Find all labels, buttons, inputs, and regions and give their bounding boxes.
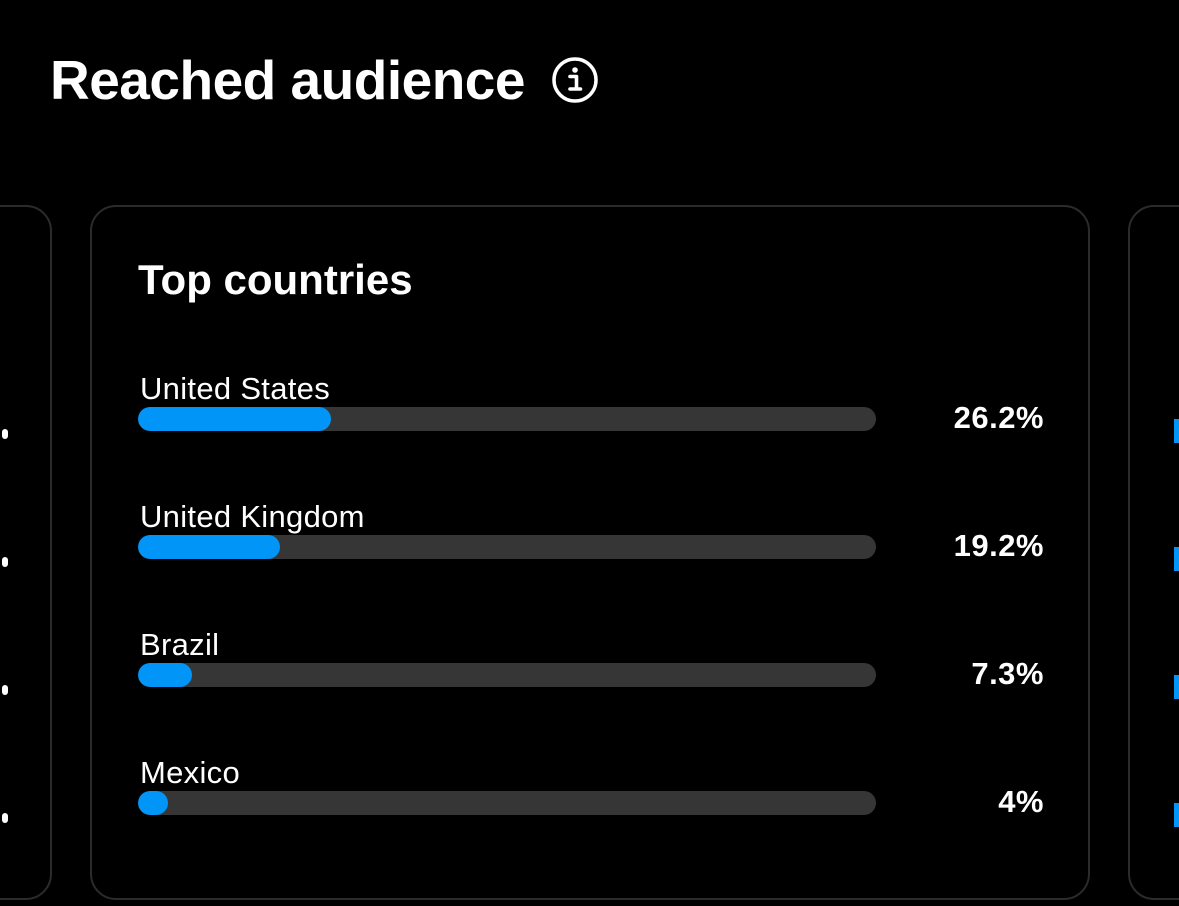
country-row: Brazil 7.3% <box>138 629 1044 709</box>
country-bar-fill <box>138 791 168 815</box>
country-bar-fill <box>138 535 280 559</box>
country-row: Mexico 4% <box>138 757 1044 837</box>
section-title: Reached audience <box>50 48 525 111</box>
previous-card-fragment <box>2 813 8 823</box>
country-bar-fill <box>138 663 192 687</box>
next-card-bar-fragment <box>1174 547 1179 571</box>
country-bar-fill <box>138 407 332 431</box>
country-percent: 19.2% <box>953 528 1044 563</box>
country-label: United States <box>140 371 331 406</box>
section-header: Reached audience <box>50 44 599 116</box>
next-card-bar-fragment <box>1174 803 1179 827</box>
previous-card-fragment <box>2 557 8 567</box>
country-label: United Kingdom <box>140 499 365 534</box>
country-label: Brazil <box>140 627 220 662</box>
country-bar-track <box>138 535 876 559</box>
country-percent: 4% <box>998 784 1044 819</box>
country-label: Mexico <box>140 755 240 790</box>
next-card[interactable] <box>1128 205 1179 900</box>
previous-card[interactable] <box>0 205 52 900</box>
country-bar-track <box>138 407 876 431</box>
top-countries-card: Top countries United States 26.2% United… <box>90 205 1090 900</box>
previous-card-fragment <box>2 429 8 439</box>
info-icon[interactable] <box>551 56 599 104</box>
info-circle-icon <box>552 57 598 103</box>
country-percent: 7.3% <box>971 656 1044 691</box>
next-card-bar-fragment <box>1174 675 1179 699</box>
previous-card-fragment <box>2 685 8 695</box>
card-title: Top countries <box>138 256 413 303</box>
country-bar-track <box>138 791 876 815</box>
country-percent: 26.2% <box>953 400 1044 435</box>
next-card-bar-fragment <box>1174 419 1179 443</box>
country-row: United Kingdom 19.2% <box>138 501 1044 581</box>
country-row: United States 26.2% <box>138 373 1044 453</box>
country-bar-track <box>138 663 876 687</box>
